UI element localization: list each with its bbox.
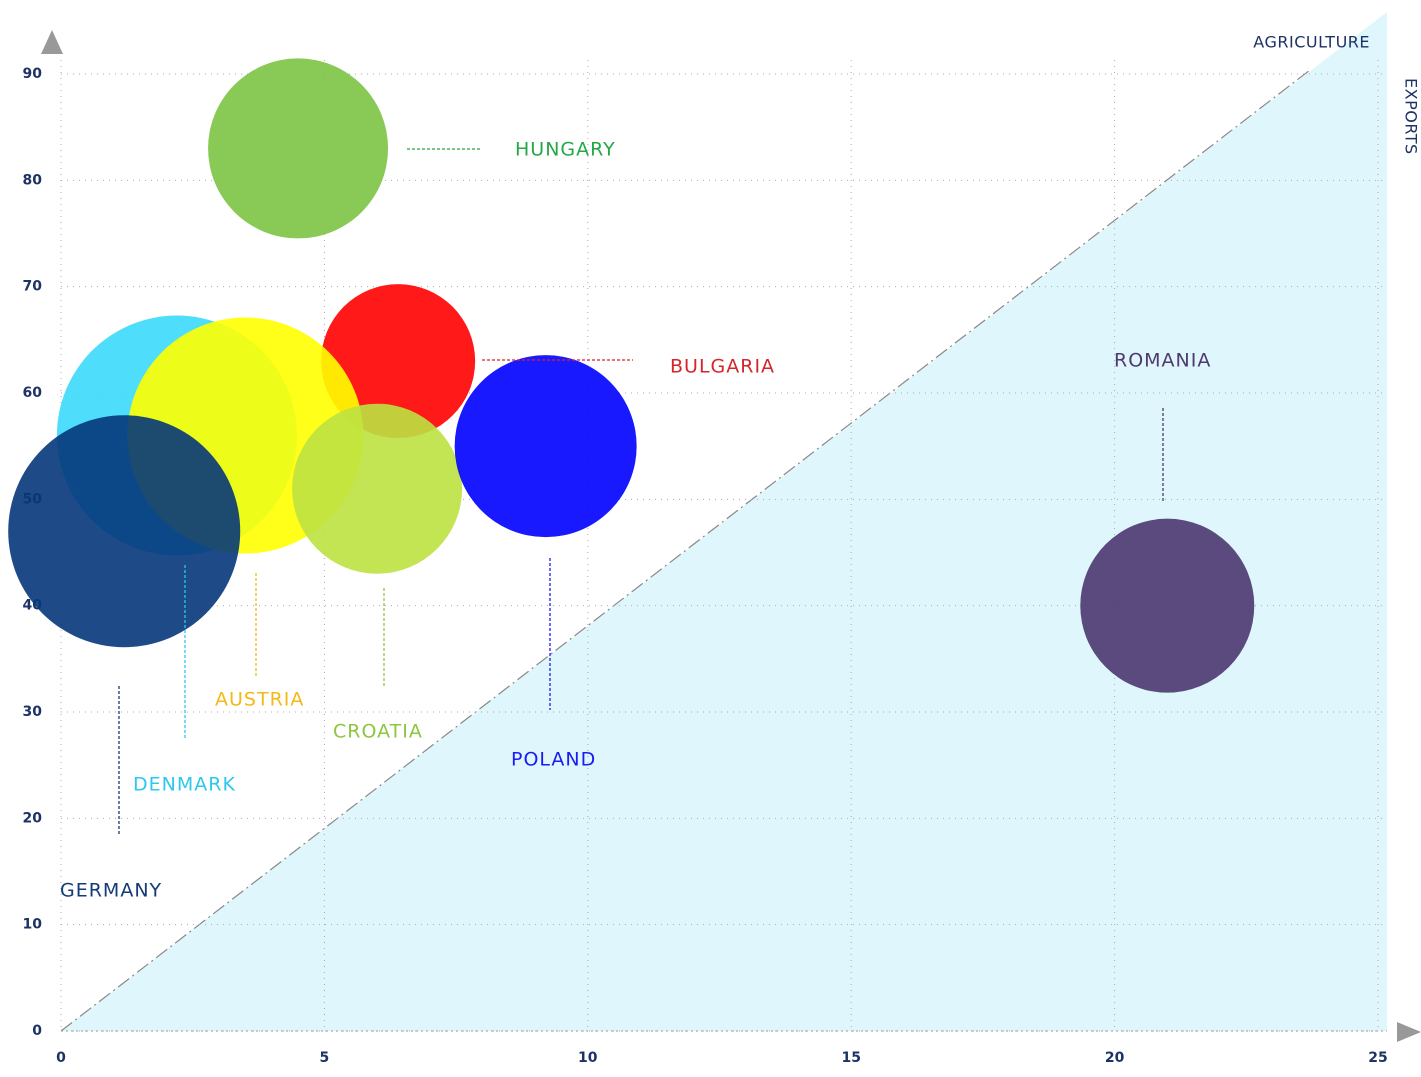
series-label: POLAND <box>511 749 596 771</box>
x-tick-label: 10 <box>578 1050 598 1066</box>
series-label: BULGARIA <box>670 356 775 378</box>
x-axis-label: AGRICULTURE <box>1253 33 1370 52</box>
bubble <box>8 415 241 648</box>
series-label: CROATIA <box>333 721 423 743</box>
bubble <box>454 355 637 538</box>
bubble <box>208 58 389 239</box>
series-label: AUSTRIA <box>215 689 304 711</box>
y-tick-label: 20 <box>23 810 43 826</box>
y-tick-label: 30 <box>23 704 43 720</box>
y-tick-label: 60 <box>23 385 43 401</box>
x-tick-label: 0 <box>56 1050 66 1066</box>
y-tick-label: 0 <box>32 1023 42 1039</box>
y-arrow <box>41 30 63 54</box>
x-tick-label: 5 <box>320 1050 330 1066</box>
series-label: DENMARK <box>133 774 236 796</box>
x-tick-label: 20 <box>1105 1050 1125 1066</box>
bubble <box>1080 518 1255 693</box>
y-tick-label: 10 <box>23 917 43 933</box>
x-arrow <box>1397 1022 1421 1042</box>
y-tick-label: 80 <box>23 172 43 188</box>
bubble <box>292 403 463 574</box>
series-label: HUNGARY <box>515 139 616 161</box>
series-label: GERMANY <box>60 880 162 902</box>
diagonal <box>60 69 1311 1032</box>
y-tick-label: 70 <box>23 279 43 295</box>
bubble <box>321 284 476 439</box>
x-tick-label: 15 <box>841 1050 860 1066</box>
series-label: ROMANIA <box>1114 350 1211 372</box>
y-tick-label: 90 <box>23 66 43 82</box>
x-tick-label: 25 <box>1368 1050 1387 1066</box>
y-axis-label: EXPORTS <box>1402 78 1421 155</box>
